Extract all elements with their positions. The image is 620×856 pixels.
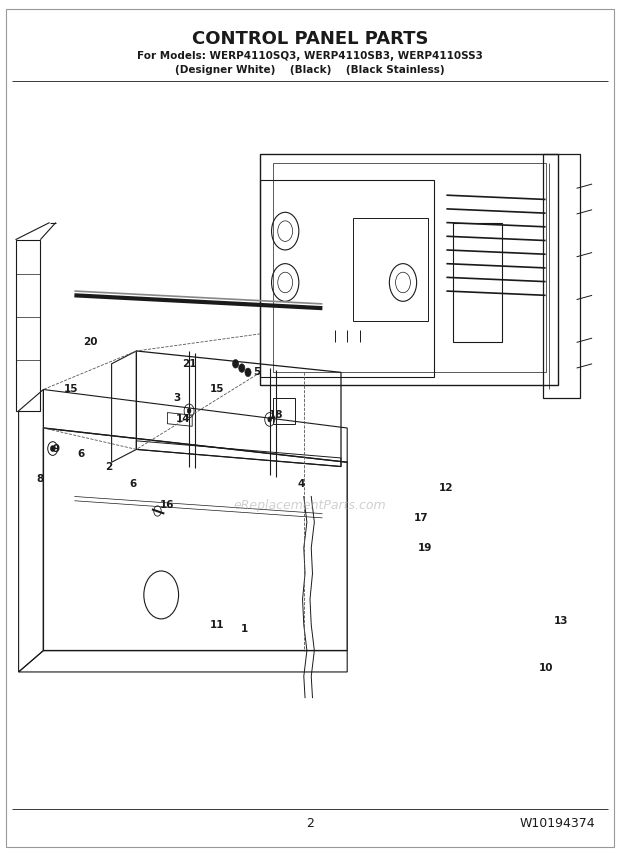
Text: 1: 1 <box>241 624 249 634</box>
Text: 19: 19 <box>417 543 432 553</box>
Text: 14: 14 <box>175 414 190 425</box>
Text: 15: 15 <box>64 384 79 395</box>
Text: 17: 17 <box>414 513 429 523</box>
Text: eReplacementParts.com: eReplacementParts.com <box>234 498 386 512</box>
Text: 21: 21 <box>182 359 197 369</box>
Text: (Designer White)    (Black)    (Black Stainless): (Designer White) (Black) (Black Stainles… <box>175 65 445 75</box>
Bar <box>353 218 428 321</box>
Text: 15: 15 <box>210 384 224 395</box>
Bar <box>453 223 502 342</box>
Circle shape <box>51 446 55 451</box>
Text: 16: 16 <box>160 500 175 510</box>
Text: 2: 2 <box>105 461 112 472</box>
Text: 11: 11 <box>210 620 224 630</box>
Circle shape <box>239 364 245 372</box>
Bar <box>273 398 294 424</box>
Text: CONTROL PANEL PARTS: CONTROL PANEL PARTS <box>192 29 428 48</box>
Circle shape <box>232 360 239 368</box>
Circle shape <box>245 368 251 377</box>
Text: 13: 13 <box>554 615 569 626</box>
Text: 18: 18 <box>268 410 283 420</box>
Text: 20: 20 <box>82 337 97 348</box>
Text: 6: 6 <box>130 479 137 489</box>
Text: For Models: WERP4110SQ3, WERP4110SB3, WERP4110SS3: For Models: WERP4110SQ3, WERP4110SB3, WE… <box>137 51 483 61</box>
Text: 2: 2 <box>306 817 314 830</box>
Text: 10: 10 <box>538 663 553 673</box>
Text: 3: 3 <box>173 393 180 403</box>
Circle shape <box>268 417 272 422</box>
Text: 6: 6 <box>77 449 84 459</box>
Text: W10194374: W10194374 <box>520 817 595 830</box>
Text: 8: 8 <box>37 474 44 484</box>
Text: 12: 12 <box>439 483 454 493</box>
Text: 5: 5 <box>254 367 261 377</box>
Text: 4: 4 <box>297 479 304 489</box>
Text: 9: 9 <box>52 444 60 455</box>
Circle shape <box>187 408 191 413</box>
